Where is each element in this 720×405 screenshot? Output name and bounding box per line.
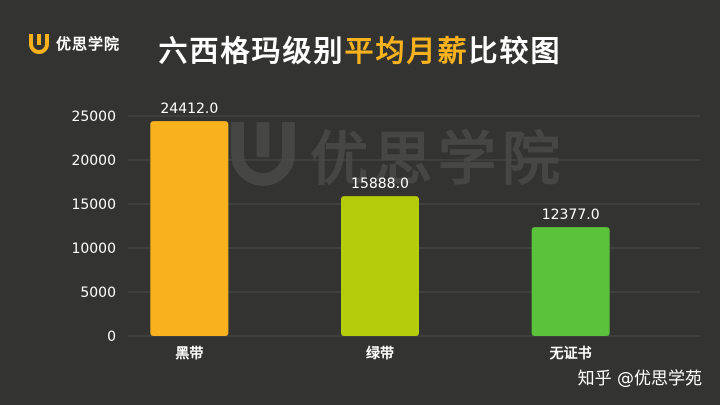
title-part-3: 比较图 bbox=[468, 34, 562, 68]
u-logo-icon bbox=[29, 34, 49, 54]
data-label: 24412.0 bbox=[160, 101, 218, 117]
bar bbox=[341, 196, 419, 336]
y-tick-label: 0 bbox=[107, 329, 116, 345]
bars: 24412.0 黑带 15888.0 绿带 12377.0 无证书 bbox=[150, 101, 610, 362]
x-tick-label: 无证书 bbox=[549, 345, 592, 362]
data-label: 15888.0 bbox=[351, 176, 409, 192]
y-tick-label: 5000 bbox=[80, 285, 116, 301]
x-tick-label: 黑带 bbox=[175, 346, 203, 362]
chart-title: 六西格玛级别平均月薪比较图 bbox=[0, 28, 720, 70]
bar bbox=[531, 227, 610, 336]
y-tick-label: 15000 bbox=[71, 197, 116, 213]
watermark-text: 优思学院 bbox=[310, 125, 567, 193]
watermark: 优思学院 bbox=[228, 112, 566, 196]
bar bbox=[150, 121, 229, 336]
y-tick-label: 20000 bbox=[71, 153, 116, 169]
data-label: 12377.0 bbox=[542, 207, 600, 223]
footer-credit: 知乎 @优思学苑 bbox=[577, 369, 702, 389]
title-highlight: 平均月薪 bbox=[344, 34, 469, 68]
y-tick-label: 10000 bbox=[71, 241, 116, 257]
y-tick-label: 25000 bbox=[71, 109, 116, 125]
y-axis-ticks: 0 5000 10000 15000 20000 25000 bbox=[71, 109, 116, 345]
title-part-1: 六西格玛级别 bbox=[158, 34, 345, 68]
brand-logo: 优思学院 bbox=[28, 32, 120, 54]
brand-name: 优思学院 bbox=[56, 34, 121, 53]
watermark-logo-icon bbox=[231, 122, 295, 186]
x-tick-label: 绿带 bbox=[366, 345, 394, 362]
